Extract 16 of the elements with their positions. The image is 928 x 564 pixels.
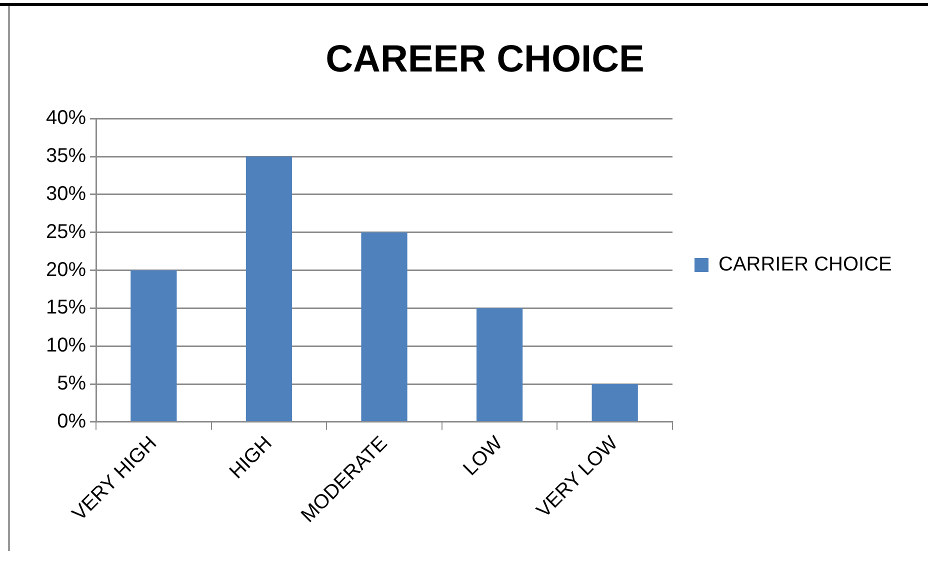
y-tick-label: 20% <box>46 258 86 281</box>
y-tick-label: 25% <box>46 220 86 243</box>
bar <box>361 232 408 422</box>
bar <box>130 270 177 422</box>
y-tick-label: 5% <box>57 372 86 395</box>
legend-label: CARRIER CHOICE <box>718 254 892 276</box>
y-tick-label: 35% <box>46 145 86 168</box>
bar <box>592 384 638 422</box>
y-tick-label: 30% <box>46 182 86 205</box>
bar <box>476 308 523 422</box>
y-tick-label: 15% <box>46 296 86 319</box>
y-tick-label: 40% <box>46 107 86 130</box>
y-tick-label: 0% <box>57 410 86 432</box>
bar <box>246 156 292 422</box>
chart-title: CAREER CHOICE <box>326 38 644 80</box>
y-tick-label: 10% <box>46 334 86 357</box>
